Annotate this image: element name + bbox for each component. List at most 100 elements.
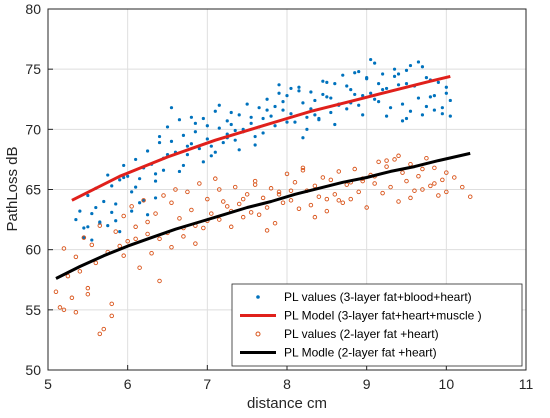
data-point — [273, 124, 277, 128]
data-point — [467, 194, 473, 199]
data-point — [114, 219, 118, 223]
data-point — [268, 186, 274, 191]
data-point — [300, 165, 306, 171]
data-point — [333, 82, 337, 86]
data-point — [276, 189, 282, 195]
data-point — [81, 235, 87, 240]
data-point — [348, 196, 353, 202]
data-point — [169, 106, 174, 110]
data-point — [312, 183, 318, 189]
data-point — [265, 108, 269, 112]
x-tick-label: 9 — [363, 376, 371, 392]
data-point — [376, 159, 381, 165]
data-point — [361, 113, 365, 117]
data-point — [400, 119, 405, 123]
data-point — [452, 175, 457, 180]
data-point — [396, 72, 401, 76]
data-point — [69, 295, 75, 301]
data-point — [273, 104, 277, 109]
data-point — [264, 228, 270, 233]
data-point — [141, 198, 146, 203]
data-point — [101, 326, 107, 332]
y-tick-label: 75 — [25, 61, 41, 77]
data-point — [400, 102, 405, 106]
data-point — [181, 163, 186, 168]
data-point — [357, 103, 361, 107]
data-point — [292, 180, 298, 185]
ticks: 5 6 7 8 9 10 11 50 55 60 65 70 75 80 — [25, 1, 533, 392]
data-point — [373, 61, 377, 65]
data-point — [260, 195, 266, 201]
data-point — [369, 91, 373, 95]
data-point — [244, 192, 250, 197]
data-point — [65, 273, 71, 279]
data-point — [377, 100, 381, 104]
data-point — [185, 189, 190, 195]
legend-label: PL Modle (2-layer fat +heart) — [284, 346, 437, 360]
data-point — [225, 119, 229, 123]
series-layer — [53, 57, 473, 337]
data-point — [201, 116, 205, 121]
data-point — [380, 190, 385, 196]
data-point — [248, 210, 254, 215]
data-point — [404, 116, 409, 121]
data-point — [217, 187, 222, 192]
data-point — [300, 167, 306, 173]
data-point — [138, 201, 142, 205]
data-point — [213, 150, 217, 154]
data-point — [261, 131, 265, 135]
data-point — [134, 157, 138, 162]
data-point — [106, 224, 110, 228]
data-point — [161, 168, 166, 172]
y-tick-label: 65 — [25, 182, 41, 198]
data-point — [384, 158, 389, 163]
data-point — [102, 199, 106, 204]
data-point — [157, 236, 162, 242]
data-point — [169, 245, 174, 250]
data-point — [384, 86, 389, 91]
data-point — [408, 195, 413, 201]
data-point — [357, 69, 361, 74]
data-point — [325, 80, 329, 85]
data-point — [205, 137, 209, 141]
data-point — [328, 177, 334, 183]
data-point — [345, 107, 349, 111]
data-point — [169, 139, 174, 143]
data-point — [353, 92, 357, 97]
data-point — [197, 146, 201, 151]
data-point — [396, 153, 401, 159]
data-point — [61, 246, 67, 251]
data-point — [253, 134, 257, 139]
data-point — [121, 253, 126, 258]
data-point — [82, 236, 86, 240]
data-point — [237, 148, 241, 152]
x-tick-label: 6 — [124, 376, 132, 392]
data-point — [153, 172, 158, 176]
data-point — [82, 226, 86, 230]
data-point — [404, 82, 409, 86]
data-point — [77, 269, 83, 274]
data-point — [324, 196, 330, 202]
data-point — [53, 289, 59, 295]
data-point — [232, 184, 238, 190]
data-point — [420, 113, 425, 117]
data-point — [237, 113, 241, 117]
data-point — [201, 225, 206, 231]
y-tick-label: 55 — [25, 302, 41, 318]
data-point — [284, 171, 290, 177]
data-point — [332, 192, 338, 197]
data-point — [221, 199, 226, 204]
y-tick-label: 70 — [25, 121, 41, 137]
data-point — [285, 94, 289, 98]
data-point — [109, 313, 114, 319]
data-point — [93, 260, 99, 266]
data-point — [432, 165, 437, 171]
data-point — [321, 79, 325, 83]
data-point — [460, 184, 465, 190]
data-point — [377, 82, 381, 86]
data-point — [341, 73, 345, 77]
x-tick-label: 5 — [44, 376, 52, 392]
data-point — [424, 104, 429, 109]
data-point — [177, 169, 182, 174]
data-point — [412, 188, 417, 193]
